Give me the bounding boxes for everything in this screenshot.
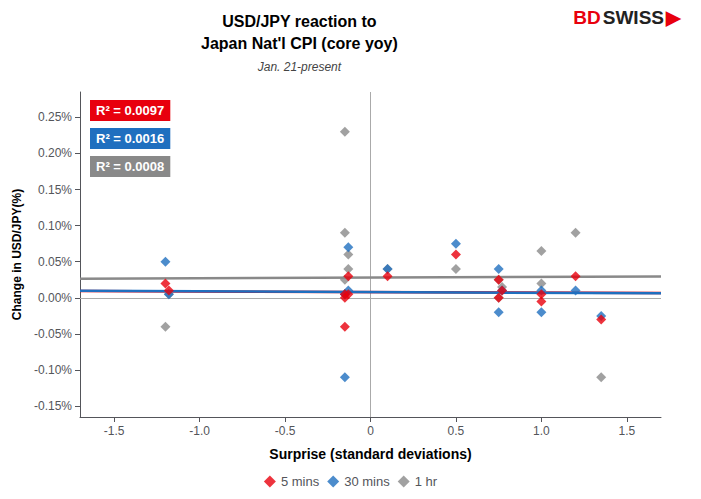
svg-text:1.5: 1.5 xyxy=(618,424,635,438)
svg-text:-1.5: -1.5 xyxy=(104,424,125,438)
svg-text:Surprise (standard deviations): Surprise (standard deviations) xyxy=(269,446,471,462)
svg-text:0.15%: 0.15% xyxy=(38,183,72,197)
svg-text:5 mins: 5 mins xyxy=(281,474,320,489)
svg-text:R² = 0.0008: R² = 0.0008 xyxy=(96,159,164,174)
svg-text:Change in USD/JPY(%): Change in USD/JPY(%) xyxy=(10,189,24,320)
svg-text:0.20%: 0.20% xyxy=(38,146,72,160)
svg-text:▶: ▶ xyxy=(665,7,682,28)
svg-text:1 hr: 1 hr xyxy=(415,474,438,489)
svg-text:0.25%: 0.25% xyxy=(38,110,72,124)
svg-text:-0.05%: -0.05% xyxy=(34,327,72,341)
svg-text:1.0: 1.0 xyxy=(533,424,550,438)
svg-text:0.5: 0.5 xyxy=(448,424,465,438)
svg-text:USD/JPY reaction to: USD/JPY reaction to xyxy=(222,13,377,30)
svg-text:-0.10%: -0.10% xyxy=(34,363,72,377)
svg-text:R² = 0.0016: R² = 0.0016 xyxy=(96,131,164,146)
svg-text:Japan Nat'l CPI (core yoy): Japan Nat'l CPI (core yoy) xyxy=(201,35,398,52)
svg-text:-0.5: -0.5 xyxy=(275,424,296,438)
svg-text:-1.0: -1.0 xyxy=(189,424,210,438)
svg-text:0: 0 xyxy=(367,424,374,438)
svg-text:R² = 0.0097: R² = 0.0097 xyxy=(96,103,164,118)
svg-text:SWISS: SWISS xyxy=(603,7,664,28)
svg-text:30 mins: 30 mins xyxy=(344,474,390,489)
svg-text:Jan. 21-present: Jan. 21-present xyxy=(257,60,342,74)
svg-text:0.10%: 0.10% xyxy=(38,219,72,233)
svg-text:0.05%: 0.05% xyxy=(38,255,72,269)
svg-text:BD: BD xyxy=(573,7,600,28)
svg-text:0.00%: 0.00% xyxy=(38,291,72,305)
svg-text:-0.15%: -0.15% xyxy=(34,399,72,413)
